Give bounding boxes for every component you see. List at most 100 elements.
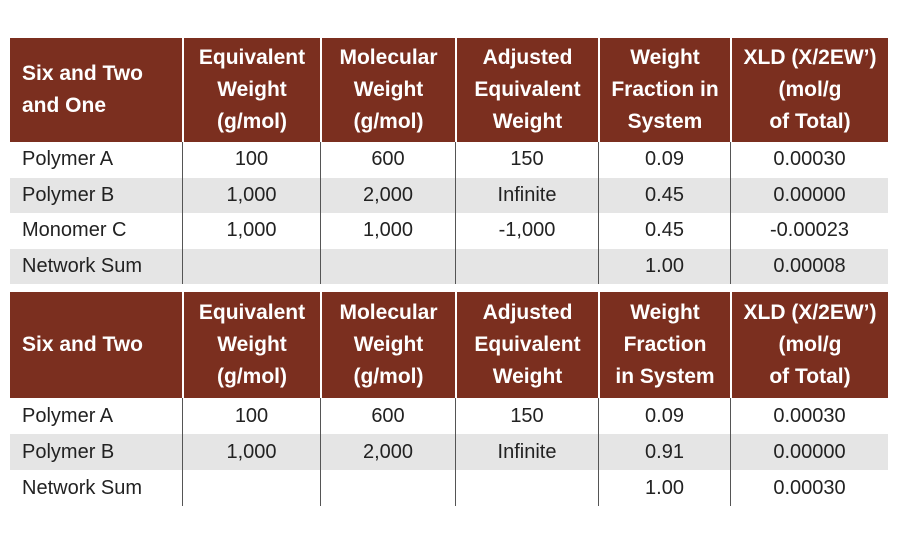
header-cell: Six and Two [10, 292, 182, 398]
cell-text: 100 [234, 148, 269, 171]
header-cell: Weight Fraction in System [598, 38, 730, 142]
cell-text: 600 [371, 148, 405, 171]
cell-text: (g/mol) [217, 110, 287, 133]
cell-text: 0.09 [645, 148, 684, 171]
header-cell: Adjusted Equivalent Weight [455, 38, 598, 142]
header-cell: Adjusted Equivalent Weight [455, 292, 598, 398]
cell-text: (g/mol) [353, 365, 424, 388]
body-cell: 0.00000 [730, 177, 888, 213]
cell-text: XLD (X/2EW’) [743, 301, 877, 324]
cell-text: Molecular [339, 301, 438, 324]
cell-text: Weight [630, 301, 700, 324]
body-cell: 0.09 [598, 398, 730, 434]
cell-text: 150 [510, 148, 544, 171]
cell-text: Equivalent [198, 46, 306, 69]
cell-text: 0.00000 [773, 440, 846, 463]
cell-text: and One [22, 94, 107, 117]
body-cell [455, 470, 598, 506]
body-cell: 100 [182, 142, 320, 178]
cell-text: Infinite [497, 183, 557, 206]
cell-text: (mol/g [778, 333, 842, 356]
body-cell: Polymer B [10, 177, 182, 213]
body-cell: Infinite [455, 434, 598, 470]
cell-text: Weight [492, 110, 563, 133]
body-cell: 0.09 [598, 142, 730, 178]
cell-text: Infinite [497, 440, 557, 463]
cell-text: System [627, 110, 703, 133]
body-cell: 1,000 [320, 213, 455, 249]
cell-text: of Total) [769, 365, 851, 388]
body-cell: 0.00000 [730, 434, 888, 470]
cell-text: 0.00030 [773, 404, 846, 427]
cell-text: Six and Two [22, 333, 143, 356]
body-cell: Polymer A [10, 142, 182, 178]
cell-text: Weight [217, 78, 287, 101]
cell-text: Equivalent [198, 301, 306, 324]
cell-text: Weight [353, 78, 424, 101]
body-cell: 0.00008 [730, 248, 888, 284]
header-cell: XLD (X/2EW’) (mol/g of Total) [730, 292, 888, 398]
cell-text: of Total) [769, 110, 851, 133]
cell-text: in System [615, 365, 715, 388]
cell-text: (g/mol) [217, 365, 287, 388]
header-cell: XLD (X/2EW’) (mol/g of Total) [730, 38, 888, 142]
body-cell: 1,000 [182, 434, 320, 470]
cell-text: Polymer A [22, 148, 114, 171]
cell-text: Polymer B [22, 183, 115, 206]
header-cell: Equivalent Weight (g/mol) [182, 38, 320, 142]
body-cell: 0.45 [598, 213, 730, 249]
body-cell: 0.45 [598, 177, 730, 213]
cell-text: Adjusted [482, 301, 573, 324]
cell-text: Network Sum [22, 476, 143, 499]
body-cell: Infinite [455, 177, 598, 213]
body-cell: 2,000 [320, 177, 455, 213]
body-cell: 150 [455, 398, 598, 434]
body-cell: -0.00023 [730, 213, 888, 249]
cell-text: XLD (X/2EW’) [743, 46, 877, 69]
cell-text: 0.45 [645, 183, 684, 206]
cell-text: (mol/g [778, 78, 842, 101]
body-cell: Network Sum [10, 470, 182, 506]
cell-text: 150 [510, 404, 544, 427]
cell-text: 1,000 [226, 440, 277, 463]
body-cell: 1,000 [182, 213, 320, 249]
cell-text: Network Sum [22, 254, 143, 277]
body-cell: 2,000 [320, 434, 455, 470]
cell-text: 1,000 [226, 219, 277, 242]
cell-text: 0.09 [645, 404, 684, 427]
cell-text: 1,000 [362, 219, 414, 242]
body-cell: 1.00 [598, 470, 730, 506]
cell-text: Six and Two [22, 62, 143, 85]
body-cell: 100 [182, 398, 320, 434]
cell-text: 100 [234, 404, 269, 427]
cell-text: 1,000 [226, 183, 277, 206]
body-cell [182, 470, 320, 506]
body-cell: 600 [320, 398, 455, 434]
cell-text: Monomer C [22, 219, 127, 242]
cell-text: Adjusted [482, 46, 573, 69]
cell-text: Fraction [623, 333, 707, 356]
header-cell: Equivalent Weight (g/mol) [182, 292, 320, 398]
header-cell: Weight Fraction in System [598, 292, 730, 398]
cell-text: Weight [630, 46, 700, 69]
body-cell: 0.00030 [730, 142, 888, 178]
cell-text: 0.00030 [773, 148, 846, 171]
cell-text: 1.00 [645, 254, 684, 277]
body-cell: 0.00030 [730, 470, 888, 506]
body-cell: 600 [320, 142, 455, 178]
body-cell [182, 248, 320, 284]
cell-text: Polymer A [22, 404, 114, 427]
body-cell: 0.91 [598, 434, 730, 470]
cell-text: Weight [492, 365, 563, 388]
cell-text: 0.00000 [773, 183, 846, 206]
header-cell: Molecular Weight (g/mol) [320, 292, 455, 398]
cell-text: Fraction in [611, 78, 719, 101]
body-cell: -1,000 [455, 213, 598, 249]
body-cell: 1,000 [182, 177, 320, 213]
body-cell [455, 248, 598, 284]
cell-text: 0.00030 [773, 476, 846, 499]
cell-text: Molecular [339, 46, 438, 69]
body-cell: Polymer B [10, 434, 182, 470]
body-cell: 0.00030 [730, 398, 888, 434]
